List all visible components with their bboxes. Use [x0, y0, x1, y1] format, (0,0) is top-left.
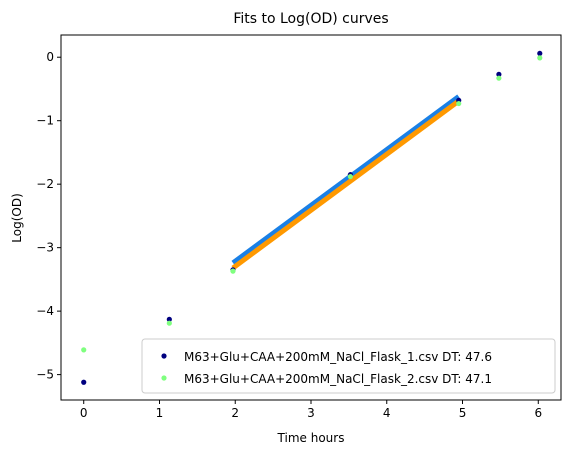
fit-line-2 — [231, 99, 461, 270]
data-point-flask-2 — [81, 347, 87, 353]
legend: M63+Glu+CAA+200mM_NaCl_Flask_1.csv DT: 4… — [141, 338, 556, 394]
data-point-flask-1 — [496, 71, 502, 77]
fit-lines — [231, 94, 461, 270]
legend-box — [141, 338, 556, 394]
legend-label-flask-1: M63+Glu+CAA+200mM_NaCl_Flask_1.csv DT: 4… — [184, 350, 492, 364]
chart-title: Fits to Log(OD) curves — [233, 11, 388, 27]
data-point-flask-1 — [81, 379, 87, 385]
x-tick-label: 1 — [156, 406, 164, 420]
x-tick-label: 2 — [231, 406, 239, 420]
x-axis-ticks: 0 1 2 3 4 5 6 — [80, 400, 542, 420]
x-axis-label: Time hours — [277, 431, 345, 445]
data-point-flask-2 — [456, 100, 462, 107]
data-point-flask-2 — [537, 55, 543, 61]
data-point-flask-2 — [230, 268, 236, 274]
fit-line-1 — [231, 94, 461, 265]
x-tick-label: 0 — [80, 406, 88, 420]
y-tick-label: −4 — [36, 304, 54, 318]
y-tick-label: −5 — [36, 368, 54, 382]
data-point-flask-2 — [347, 173, 353, 180]
y-tick-label: −1 — [36, 114, 54, 128]
y-tick-label: −3 — [36, 241, 54, 255]
data-point-flask-1 — [166, 316, 172, 322]
legend-marker-flask-2 — [161, 375, 167, 381]
data-point-flask-2 — [166, 320, 172, 326]
legend-label-flask-2: M63+Glu+CAA+200mM_NaCl_Flask_2.csv DT: 4… — [184, 372, 492, 386]
y-axis-label: Log(OD) — [10, 193, 24, 242]
data-points — [81, 50, 543, 385]
y-tick-label: 0 — [46, 50, 54, 64]
x-tick-label: 4 — [383, 406, 391, 420]
x-tick-label: 5 — [459, 406, 467, 420]
data-point-flask-1 — [537, 50, 543, 57]
y-tick-label: −2 — [36, 177, 54, 191]
data-point-flask-2 — [496, 75, 502, 81]
x-tick-label: 3 — [307, 406, 315, 420]
y-axis-ticks: 0 −1 −2 −3 −4 −5 — [36, 50, 61, 382]
x-tick-label: 6 — [534, 406, 542, 420]
legend-marker-flask-1 — [161, 353, 167, 359]
